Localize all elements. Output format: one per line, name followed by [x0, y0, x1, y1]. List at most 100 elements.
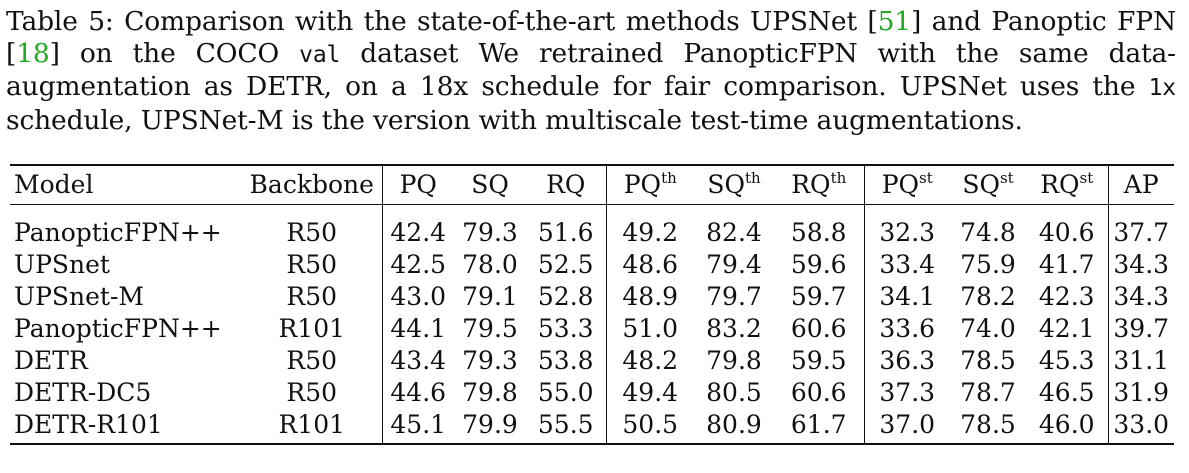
- caption-code-schedule: 1x: [1148, 75, 1177, 101]
- caption-text: ] and Panoptic FPN [: [6, 6, 1176, 69]
- cell-pq: 42.5: [381, 249, 454, 281]
- cell-rq-th: 58.8: [790, 218, 847, 247]
- cell-sq-th: 79.7: [706, 282, 762, 311]
- caption-text: ] on the COCO: [49, 37, 300, 69]
- cell-rq-th: 60.6: [790, 314, 847, 343]
- cell-ap: 31.1: [1107, 345, 1174, 377]
- caption-code-val: val: [299, 41, 341, 68]
- cell-rq-st: 46.5: [1038, 378, 1095, 407]
- cell-ap: 39.7: [1107, 313, 1174, 345]
- cell-pq: 43.0: [381, 281, 454, 313]
- cell-rq-st: 45.3: [1038, 346, 1095, 375]
- cell-model: PanopticFPN++: [14, 218, 222, 247]
- cell-pq: 43.4: [381, 345, 454, 377]
- cell-rq: 55.5: [526, 409, 606, 445]
- cell-pq-st: 33.4: [863, 249, 950, 281]
- cell-rq: 53.8: [537, 346, 594, 375]
- cell-sq: 79.3: [462, 218, 518, 247]
- cell-model: DETR-R101: [10, 409, 242, 445]
- cell-rq-st: 42.1: [1038, 314, 1095, 343]
- table-row: DETR-DC5 R50 44.6 79.8 55.0 49.4 80.5 60.6 37.3 7…: [10, 377, 1174, 409]
- cell-sq: 78.0: [462, 250, 518, 279]
- cell-sq-st: 75.9: [960, 250, 1016, 279]
- cell-backbone: R101: [278, 314, 346, 343]
- cell-rq-st: 41.7: [1038, 250, 1095, 279]
- cell-ap: 33.0: [1107, 409, 1174, 445]
- header-rq-things: RQth: [774, 164, 864, 205]
- cell-pq-th: 48.6: [605, 249, 694, 281]
- cell-sq-th: 83.2: [706, 314, 762, 343]
- cell-backbone: R50: [286, 378, 338, 407]
- table-caption: Table 5: Comparison with the state-of-th…: [6, 6, 1176, 136]
- cell-sq-st: 74.8: [960, 218, 1016, 247]
- cell-rq: 52.5: [537, 250, 594, 279]
- table-row: PanopticFPN++ R101 44.1 79.5 53.3 51.0 83.2 60.…: [10, 313, 1174, 345]
- cell-sq: 79.8: [462, 378, 518, 407]
- cell-rq-th: 59.7: [790, 282, 847, 311]
- cell-pq: 42.4: [381, 204, 454, 249]
- cell-model: DETR-DC5: [14, 378, 152, 407]
- header-rq-stuff: RQst: [1026, 164, 1108, 205]
- citation-link-panoptic-fpn[interactable]: 18: [16, 37, 50, 69]
- caption-text: dataset We retrained PanopticFPN with th…: [6, 37, 1176, 103]
- cell-ap: 34.3: [1107, 281, 1174, 313]
- cell-ap: 37.7: [1107, 204, 1174, 249]
- cell-sq-st: 78.7: [960, 378, 1016, 407]
- table-row: UPSnet-M R50 43.0 79.1 52.8 48.9 79.7 59.7 34.1 7…: [10, 281, 1174, 313]
- header-pq: PQ: [381, 164, 454, 205]
- cell-pq-th: 49.2: [605, 204, 694, 249]
- cell-rq: 51.6: [537, 218, 594, 247]
- header-ap: AP: [1107, 164, 1174, 205]
- cell-sq-th: 79.8: [706, 346, 762, 375]
- cell-model: PanopticFPN++: [14, 314, 222, 343]
- cell-sq-th: 82.4: [706, 218, 762, 247]
- cell-sq-st: 78.5: [950, 409, 1026, 445]
- cell-backbone: R50: [286, 346, 338, 375]
- cell-model: DETR: [14, 346, 88, 375]
- cell-rq-th: 59.5: [790, 346, 847, 375]
- cell-rq: 55.0: [537, 378, 594, 407]
- citation-link-upsnet[interactable]: 51: [877, 6, 912, 37]
- cell-ap: 31.9: [1107, 377, 1174, 409]
- header-pq-stuff: PQst: [863, 164, 950, 205]
- cell-sq-th: 80.9: [694, 409, 774, 445]
- table-row: PanopticFPN++ R50 42.4 79.3 51.6 49.2 82.4 58.8…: [10, 204, 1174, 249]
- cell-rq-st: 40.6: [1038, 218, 1095, 247]
- cell-sq-st: 74.0: [960, 314, 1016, 343]
- cell-sq-st: 78.5: [960, 346, 1016, 375]
- cell-pq-th: 48.2: [605, 345, 694, 377]
- cell-model: UPSnet: [14, 250, 110, 279]
- cell-sq-th: 80.5: [706, 378, 762, 407]
- results-table: Model Backbone PQ SQ RQ PQth SQth RQth P…: [10, 164, 1174, 445]
- cell-pq-st: 32.3: [863, 204, 950, 249]
- cell-sq: 79.1: [462, 282, 518, 311]
- cell-pq-st: 33.6: [863, 313, 950, 345]
- cell-pq-st: 37.3: [863, 377, 950, 409]
- table-body: PanopticFPN++ R50 42.4 79.3 51.6 49.2 82.4 58.8…: [10, 204, 1174, 445]
- caption-lead: Table 5: Comparison with the state-of-th…: [6, 6, 878, 37]
- header-pq-things: PQth: [605, 164, 694, 205]
- header-sq: SQ: [454, 164, 526, 205]
- cell-rq: 52.8: [537, 282, 594, 311]
- table-row: DETR-R101 R101 45.1 79.9 55.5 50.5 80.9 61.7 37.…: [10, 409, 1174, 445]
- cell-rq-th: 59.6: [790, 250, 847, 279]
- header-row: Model Backbone PQ SQ RQ PQth SQth RQth P…: [10, 164, 1174, 205]
- header-model: Model: [10, 164, 242, 205]
- header-sq-things: SQth: [694, 164, 774, 205]
- cell-pq-st: 36.3: [863, 345, 950, 377]
- header-backbone: Backbone: [242, 164, 382, 205]
- cell-backbone: R101: [242, 409, 382, 445]
- cell-backbone: R50: [286, 250, 338, 279]
- cell-pq-th: 48.9: [605, 281, 694, 313]
- table-row: DETR R50 43.4 79.3 53.8 48.2 79.8 59.5 36.3 78.5 4…: [10, 345, 1174, 377]
- cell-sq-th: 79.4: [706, 250, 762, 279]
- cell-sq: 79.5: [462, 314, 518, 343]
- cell-pq: 44.1: [381, 313, 454, 345]
- cell-pq-th: 49.4: [605, 377, 694, 409]
- cell-ap: 34.3: [1107, 249, 1174, 281]
- cell-pq-th: 50.5: [605, 409, 694, 445]
- cell-rq-th: 60.6: [790, 378, 847, 407]
- cell-rq-th: 61.7: [774, 409, 864, 445]
- cell-sq-st: 78.2: [960, 282, 1016, 311]
- cell-pq-st: 34.1: [863, 281, 950, 313]
